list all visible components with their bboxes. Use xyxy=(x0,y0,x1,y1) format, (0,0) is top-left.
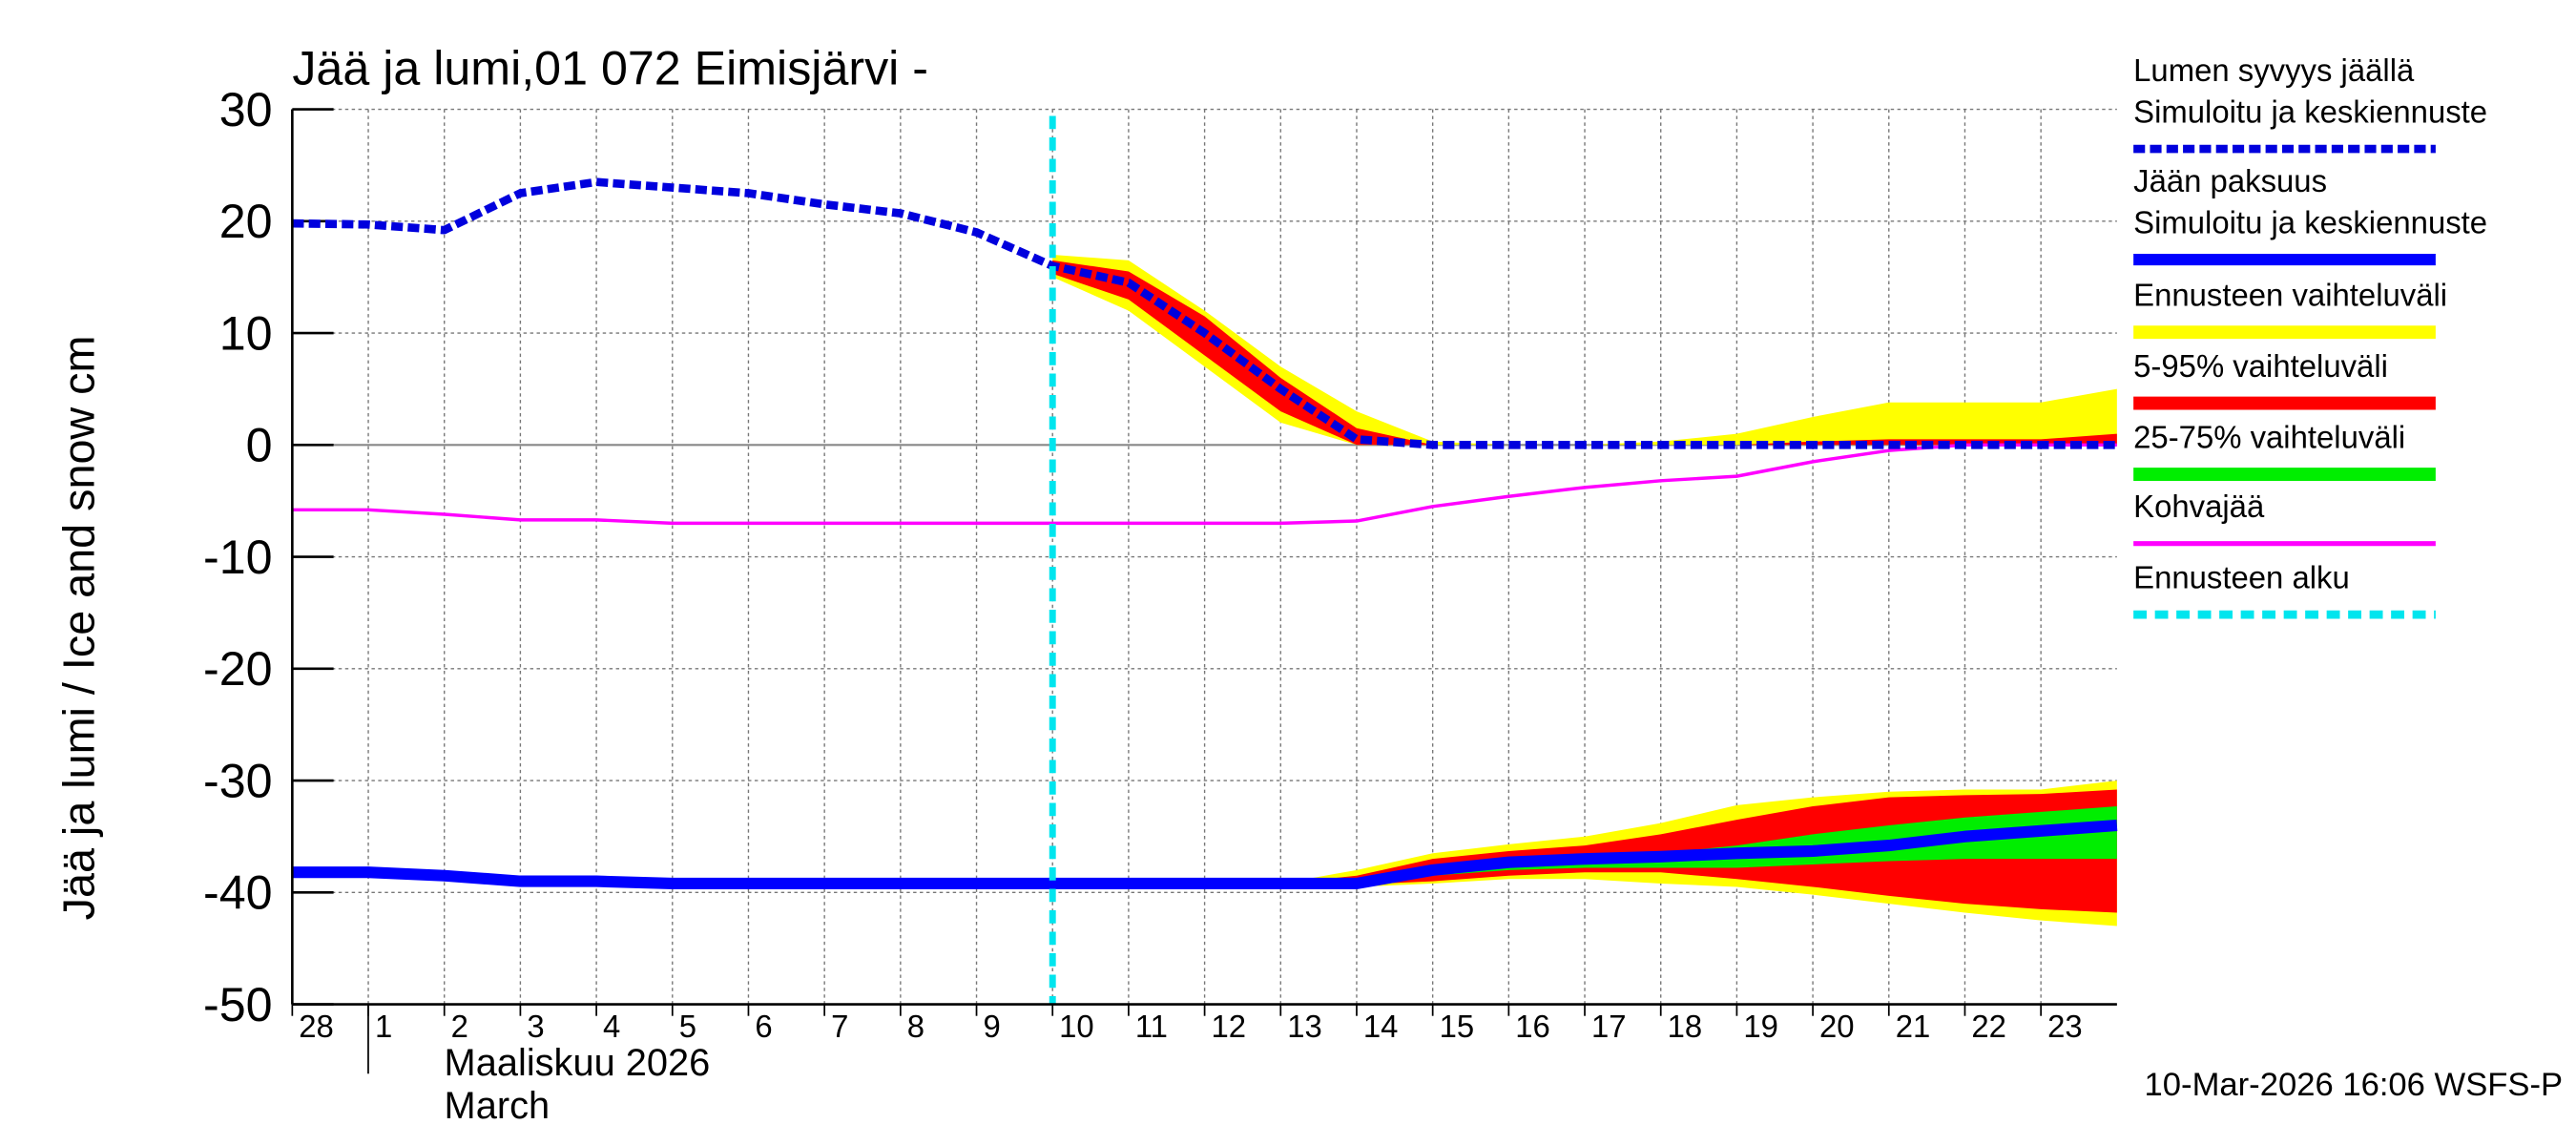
y-tick-label: 20 xyxy=(219,195,273,248)
footer: 10-Mar-2026 16:06 WSFS-P xyxy=(2145,1067,2564,1103)
x-tick-label: 18 xyxy=(1668,1009,1703,1044)
legend-label: Jään paksuus xyxy=(2133,163,2327,198)
y-tick-label: 30 xyxy=(219,83,273,136)
x-tick-label: 8 xyxy=(907,1009,924,1044)
series-line xyxy=(292,443,2117,526)
x-tick-label: 17 xyxy=(1591,1009,1627,1044)
x-tick-label: 3 xyxy=(527,1009,544,1044)
x-tick-label: 13 xyxy=(1287,1009,1322,1044)
y-tick-label: 10 xyxy=(219,306,273,360)
legend-label: Ennusteen vaihteluväli xyxy=(2133,277,2447,312)
x-tick-label: 21 xyxy=(1896,1009,1931,1044)
legend: Lumen syvyys jäällä Simuloitu ja keskienn… xyxy=(2133,52,2487,619)
x-tick-label: 4 xyxy=(603,1009,620,1044)
band-area xyxy=(1052,254,2117,446)
y-tick-label: 0 xyxy=(246,419,273,472)
x-tick-label: 11 xyxy=(1135,1009,1168,1044)
legend-label: Simuloitu ja keskiennuste xyxy=(2133,204,2487,239)
x-tick-label: 2 xyxy=(451,1009,468,1044)
series-line xyxy=(292,819,2118,890)
x-tick-label: 15 xyxy=(1440,1009,1475,1044)
x-tick-label: 14 xyxy=(1363,1009,1399,1044)
legend-label: Simuloitu ja keskiennuste xyxy=(2133,94,2487,129)
y-tick-label: -40 xyxy=(203,866,273,920)
band-area xyxy=(1280,806,2117,884)
x-axis-label: March xyxy=(445,1085,551,1127)
x-tick-label: 9 xyxy=(983,1009,1000,1044)
series-line xyxy=(292,177,2117,449)
x-tick-label: 6 xyxy=(755,1009,772,1044)
x-tick-label: 28 xyxy=(299,1009,334,1044)
x-tick-label: 23 xyxy=(2047,1009,2083,1044)
y-axis-label: Jää ja lumi / Ice and snow cm xyxy=(54,336,104,921)
y-tick-label: -20 xyxy=(203,642,273,696)
x-tick-label: 7 xyxy=(831,1009,848,1044)
x-tick-label: 12 xyxy=(1212,1009,1247,1044)
y-tick-label: -30 xyxy=(203,754,273,807)
y-tick-label: -50 xyxy=(203,978,273,1031)
x-tick-label: 5 xyxy=(679,1009,696,1044)
legend-label: 25-75% vaihteluväli xyxy=(2133,419,2405,454)
y-tick-label: -10 xyxy=(203,531,273,584)
x-tick-label: 20 xyxy=(1819,1009,1855,1044)
plot-area: 28 1 2 3 4 5 6 7 8 9 10 11 12 13 14 15 16 17 18 19 20 21 22 23-… xyxy=(203,83,2118,1044)
x-tick-label: 10 xyxy=(1059,1009,1094,1044)
x-tick-label: 19 xyxy=(1743,1009,1778,1044)
x-axis-label: Maaliskuu 2026 xyxy=(445,1042,711,1084)
legend-label: 5-95% vaihteluväli xyxy=(2133,348,2388,384)
legend-label: Lumen syvyys jäällä xyxy=(2133,52,2415,88)
x-tick-label: 16 xyxy=(1515,1009,1550,1044)
chart-title: Jää ja lumi,01 072 Eimisjärvi - xyxy=(292,42,928,95)
legend-label: Kohvajää xyxy=(2133,489,2265,524)
x-tick-label: 1 xyxy=(375,1009,392,1044)
x-tick-label: 22 xyxy=(1971,1009,2006,1044)
legend-label: Ennusteen alku xyxy=(2133,559,2350,594)
